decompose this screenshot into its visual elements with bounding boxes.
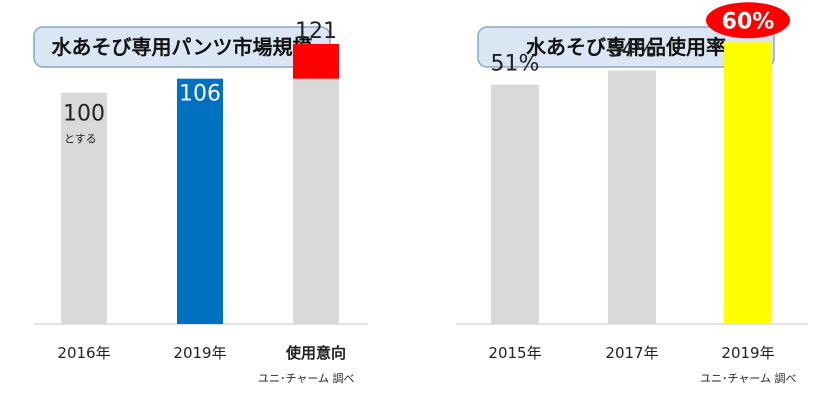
category-label: 2016年 — [57, 344, 110, 362]
chart-market-size: 水あそび専用パンツ市場規模 100 とする 106 121 2016年 2019年 使用意向… — [33, 19, 368, 385]
bar-intent-increase — [293, 43, 339, 79]
bar-2016 — [61, 92, 107, 324]
value-label-2015年: 51% — [491, 52, 540, 77]
source-note: ユニ･チャーム 調べ — [700, 371, 797, 385]
highlight-badge — [706, 2, 790, 39]
bar-2019年 — [724, 42, 772, 325]
base-note: とする — [64, 133, 97, 146]
value-label-2017年: 54% — [608, 37, 657, 62]
chart-usage-rate: 水あそび専用品使用率 51% 2015年 54% 2017年 60% 2019年 ユニ･チ… — [456, 2, 808, 385]
source-note: ユニ･チャーム 調べ — [258, 371, 355, 385]
chart-title: 水あそび専用パンツ市場規模 — [52, 35, 314, 59]
bar-2017年 — [608, 70, 656, 324]
category-label: 2019年 — [721, 344, 774, 362]
bar-2015年 — [491, 84, 539, 325]
category-label: 2015年 — [488, 344, 541, 362]
title-box — [477, 26, 775, 68]
category-label: 2019年 — [173, 344, 226, 362]
bars: 51% 2015年 54% 2017年 60% 2019年 — [488, 2, 790, 362]
category-label: 使用意向 — [285, 344, 346, 362]
value-label-2019: 106 — [179, 82, 221, 107]
bars: 100 とする 106 121 2016年 2019年 使用意向 — [57, 19, 346, 362]
chart-title: 水あそび専用品使用率 — [526, 35, 726, 59]
bar-2019 — [177, 78, 223, 324]
value-label-2016: 100 — [63, 102, 105, 127]
bar-intent-base — [293, 78, 339, 324]
value-label-intent: 121 — [295, 19, 337, 44]
category-label: 2017年 — [605, 344, 658, 362]
value-label-2019年: 60% — [722, 9, 775, 34]
